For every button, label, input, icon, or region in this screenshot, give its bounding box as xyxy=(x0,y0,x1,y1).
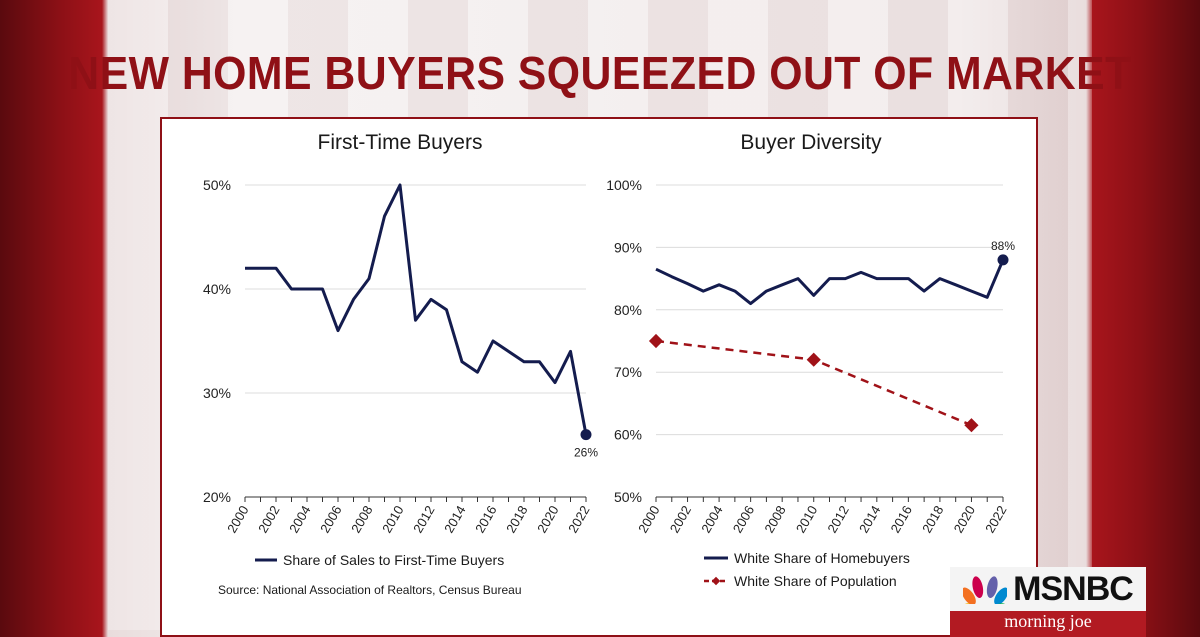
x-tick-label: 2018 xyxy=(919,503,946,536)
x-tick-label: 2006 xyxy=(730,503,757,536)
y-tick-label: 90% xyxy=(614,239,642,255)
chart-title-buyer-diversity: Buyer Diversity xyxy=(740,131,882,154)
data-marker-diamond xyxy=(964,418,979,433)
chart-title-first-time-buyers: First-Time Buyers xyxy=(317,131,483,154)
x-tick-label: 2002 xyxy=(255,503,282,536)
y-tick-label: 100% xyxy=(606,177,642,193)
peacock-icon xyxy=(963,576,1008,604)
source-note: Source: National Association of Realtors… xyxy=(218,583,522,597)
y-tick-label: 50% xyxy=(614,489,642,505)
end-point-marker xyxy=(580,429,592,441)
x-tick-label: 2004 xyxy=(698,503,725,536)
y-tick-label: 30% xyxy=(203,385,231,401)
end-point-label: 88% xyxy=(991,239,1015,253)
x-tick-label: 2000 xyxy=(224,503,251,536)
x-tick-label: 2002 xyxy=(667,503,694,536)
x-tick-label: 2016 xyxy=(888,503,915,536)
show-name: morning joe xyxy=(950,611,1146,637)
series-line xyxy=(655,259,1005,306)
x-tick-label: 2010 xyxy=(793,503,820,536)
legend-homebuyers: White Share of Homebuyers xyxy=(704,550,910,566)
headline: NEW HOME BUYERS SQUEEZED OUT OF MARKET xyxy=(68,47,1132,99)
y-tick-label: 20% xyxy=(203,489,231,505)
legend-first-time: Share of Sales to First-Time Buyers xyxy=(255,552,504,568)
x-tick-label: 2004 xyxy=(286,503,313,536)
x-tick-label: 2012 xyxy=(410,503,437,536)
x-tick-label: 2014 xyxy=(856,503,883,536)
x-tick-label: 2012 xyxy=(824,503,851,536)
legend-line-icon xyxy=(704,556,728,560)
x-tick-label: 2022 xyxy=(982,503,1009,536)
msnbc-logo: MSNBC morning joe xyxy=(950,567,1146,637)
legend-line-icon xyxy=(255,558,277,562)
x-tick-label: 2008 xyxy=(348,503,375,536)
end-point-marker xyxy=(997,254,1009,266)
x-tick-label: 2020 xyxy=(951,503,978,536)
legend-label: White Share of Population xyxy=(734,573,897,589)
legend-label: White Share of Homebuyers xyxy=(734,550,910,566)
x-tick-label: 2018 xyxy=(503,503,530,536)
y-tick-label: 40% xyxy=(203,281,231,297)
x-tick-label: 2010 xyxy=(379,503,406,536)
x-tick-label: 2022 xyxy=(565,503,592,536)
y-tick-label: 80% xyxy=(614,302,642,318)
y-tick-label: 50% xyxy=(203,177,231,193)
legend-population: White Share of Population xyxy=(704,573,897,589)
y-tick-label: 70% xyxy=(614,364,642,380)
data-marker-diamond xyxy=(806,352,821,367)
x-tick-label: 2000 xyxy=(635,503,662,536)
end-point-label: 26% xyxy=(574,446,598,460)
series-line xyxy=(245,183,588,435)
legend-label: Share of Sales to First-Time Buyers xyxy=(283,552,505,568)
x-tick-label: 2020 xyxy=(534,503,561,536)
x-tick-label: 2016 xyxy=(472,503,499,536)
chart-panel xyxy=(160,117,1038,637)
legend-dashed-diamond-icon xyxy=(704,576,728,586)
y-tick-label: 60% xyxy=(614,427,642,443)
data-marker-diamond xyxy=(648,333,664,349)
x-tick-label: 2008 xyxy=(761,503,788,536)
network-name: MSNBC xyxy=(1013,569,1134,608)
x-tick-label: 2014 xyxy=(441,503,468,536)
x-tick-label: 2006 xyxy=(317,503,344,536)
